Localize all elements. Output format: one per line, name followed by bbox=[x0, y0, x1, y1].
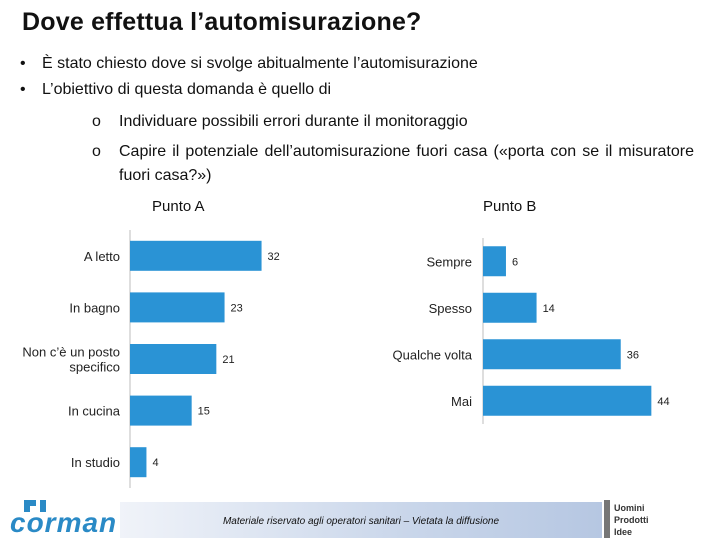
logo-text: corman bbox=[10, 507, 118, 538]
sub-bullet-item: o Individuare possibili errori durante il… bbox=[92, 110, 468, 134]
footer-band bbox=[120, 502, 602, 538]
chart-a-category-label: In bagno bbox=[69, 300, 120, 315]
chart-a-bar bbox=[130, 292, 225, 323]
bullet-item: • L’obiettivo di questa domanda è quello … bbox=[20, 78, 331, 102]
chart-b-value-label: 44 bbox=[657, 396, 669, 408]
chart-a-category-label: Non c’è un posto bbox=[22, 345, 120, 360]
chart-a-bar bbox=[130, 447, 147, 478]
chart-b-bar bbox=[483, 246, 506, 277]
logo-mark-icon bbox=[40, 500, 46, 512]
chart-a-category-label: specifico bbox=[69, 360, 120, 375]
brand-tagline: Uomini Prodotti Idee bbox=[614, 502, 649, 538]
bullet-marker: • bbox=[20, 81, 26, 98]
chart-b-category-label: Qualche volta bbox=[393, 347, 473, 362]
chart-a-value-label: 15 bbox=[198, 406, 210, 418]
chart-b-value-label: 6 bbox=[512, 256, 518, 268]
brand-line: Prodotti bbox=[614, 515, 649, 525]
chart-a-value-label: 4 bbox=[152, 457, 158, 469]
logo-mark-icon bbox=[24, 500, 36, 512]
slide-title: Dove effettua l’automisurazione? bbox=[22, 8, 422, 36]
chart-b-bar bbox=[483, 339, 621, 370]
chart-b-category-label: Spesso bbox=[429, 301, 472, 316]
bullet-text: È stato chiesto dove si svolge abitualme… bbox=[42, 55, 478, 72]
chart-b-bar bbox=[483, 292, 537, 323]
chart-a-bar bbox=[130, 240, 262, 271]
bullet-text: L’obiettivo di questa domanda è quello d… bbox=[42, 81, 332, 98]
bullet-item: • È stato chiesto dove si svolge abitualm… bbox=[20, 52, 478, 76]
chart-a-category-label: In studio bbox=[71, 455, 120, 470]
chart-b-title: Punto B bbox=[483, 198, 537, 215]
chart-b-category-label: Sempre bbox=[426, 254, 472, 269]
brand-line: Uomini bbox=[614, 503, 645, 513]
chart-a-title: Punto A bbox=[152, 198, 205, 215]
chart-b-value-label: 36 bbox=[627, 349, 639, 361]
sub-bullet-item: o Capire il potenziale dell’automisurazio… bbox=[92, 140, 696, 188]
sub-bullet-text: Capire il potenziale dell’automisurazion… bbox=[119, 143, 694, 184]
chart-a-category-label: A letto bbox=[84, 249, 120, 264]
sub-bullet-text: Individuare possibili errori durante il … bbox=[119, 113, 468, 130]
chart-b-category-label: Mai bbox=[451, 394, 472, 409]
brand-divider bbox=[604, 500, 610, 538]
footer-disclaimer: Materiale riservato agli operatori sanit… bbox=[222, 516, 500, 527]
chart-a-value-label: 21 bbox=[222, 354, 234, 366]
bullet-marker: • bbox=[20, 55, 26, 72]
corman-logo bbox=[24, 500, 46, 512]
chart-a-value-label: 32 bbox=[268, 251, 280, 263]
brand-line: Idee bbox=[614, 527, 633, 537]
chart-b-value-label: 14 bbox=[543, 303, 555, 315]
chart-b-bar bbox=[483, 385, 652, 416]
chart-a-value-label: 23 bbox=[231, 302, 243, 314]
chart-a-bar bbox=[130, 344, 217, 374]
chart-a-category-label: In cucina bbox=[68, 404, 121, 419]
chart-a-bar bbox=[130, 395, 192, 426]
sub-bullet-marker: o bbox=[92, 113, 101, 130]
sub-bullet-marker: o bbox=[92, 143, 101, 160]
